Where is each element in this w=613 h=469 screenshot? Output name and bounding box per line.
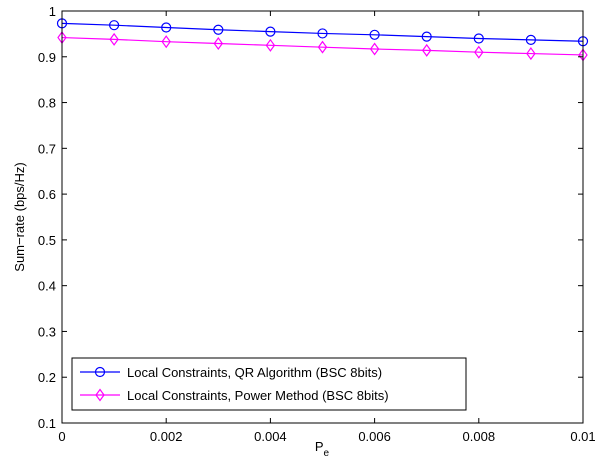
legend-marker [95, 388, 105, 402]
legend-label: Local Constraints, Power Method (BSC 8bi… [127, 388, 389, 403]
legend-label: Local Constraints, QR Algorithm (BSC 8bi… [127, 365, 382, 380]
legend-marker [94, 366, 106, 378]
x-tick-label: 0.004 [254, 429, 287, 444]
y-axis-label: Sum−rate (bps/Hz) [12, 162, 27, 271]
legend-item: Local Constraints, Power Method (BSC 8bi… [80, 388, 389, 403]
x-tick-label: 0.01 [570, 429, 595, 444]
y-tick-label: 0.2 [38, 370, 56, 385]
data-point [317, 40, 328, 54]
y-tick-label: 0.8 [38, 96, 56, 111]
series-line [61, 36, 584, 56]
x-axis: 0 0.002 0.004 0.006 0.008 0.01 [58, 11, 596, 444]
y-tick-label: 0.1 [38, 416, 56, 431]
legend-item: Local Constraints, QR Algorithm (BSC 8bi… [80, 365, 382, 380]
data-point [213, 24, 224, 35]
x-axis-label: Pe [315, 439, 330, 459]
data-point [473, 33, 484, 44]
data-point [369, 29, 380, 40]
x-axis-label-subscript: e [324, 448, 330, 459]
y-tick-label: 1 [49, 4, 56, 19]
data-point [161, 22, 172, 33]
x-tick-label: 0.006 [358, 429, 391, 444]
data-point [108, 20, 120, 31]
series-line [61, 22, 584, 42]
y-tick-label: 0.7 [38, 141, 56, 156]
data-point [213, 36, 224, 51]
plot-frame [61, 10, 584, 424]
y-tick-label: 0.4 [38, 279, 56, 294]
data-point [161, 35, 171, 49]
x-tick-label: 0 [58, 429, 65, 444]
data-point [317, 28, 328, 39]
data-point [474, 45, 484, 59]
legend-box [71, 357, 467, 411]
data-point [265, 38, 276, 52]
x-tick-label: 0.008 [463, 429, 496, 444]
data-point [265, 26, 276, 37]
data-point [421, 43, 432, 57]
legend: Local Constraints, QR Algorithm (BSC 8bi… [71, 357, 467, 411]
data-point [421, 31, 432, 42]
plot-area [62, 11, 583, 423]
x-axis-label-main: P [315, 439, 324, 454]
data-point [525, 34, 537, 45]
x-tick-label: 0.002 [150, 429, 183, 444]
y-tick-label: 0.3 [38, 324, 56, 339]
y-tick-label: 0.5 [38, 233, 56, 248]
y-tick-label: 0.9 [38, 50, 56, 65]
data-point [369, 42, 380, 56]
y-axis: 0.1 0.2 0.3 0.4 0.5 0.6 0.7 0.8 0.9 1 [38, 4, 583, 431]
y-tick-label: 0.6 [38, 187, 56, 202]
data-point [109, 32, 119, 46]
data-point [526, 47, 536, 61]
